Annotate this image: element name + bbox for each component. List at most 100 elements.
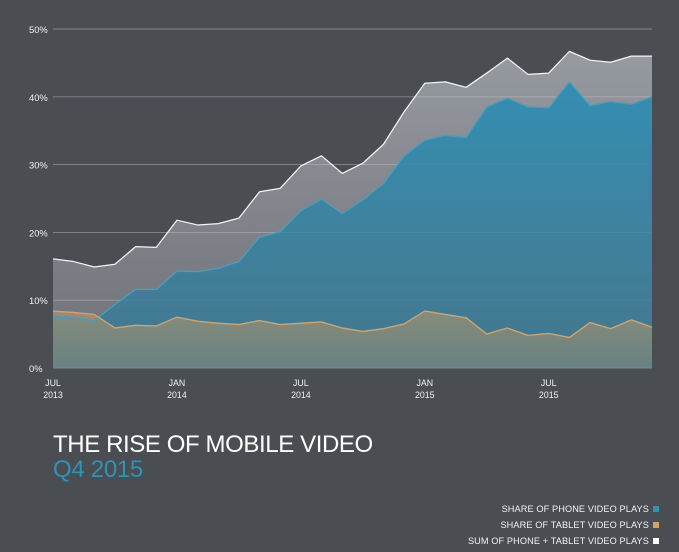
- tablet-point-26: [588, 321, 592, 325]
- phone-point-17: [402, 154, 406, 158]
- sum-point-14: [340, 172, 344, 176]
- sum-point-10: [258, 190, 262, 194]
- phone-point-0: [51, 314, 55, 318]
- x-tick-year: 2014: [291, 390, 311, 400]
- tablet-point-9: [237, 323, 241, 327]
- x-tick-month: JUL: [45, 378, 61, 388]
- phone-point-21: [485, 105, 489, 109]
- tablet-point-6: [175, 315, 179, 319]
- phone-point-4: [134, 288, 138, 292]
- phone-series-line: [52, 81, 653, 322]
- sum-point-8: [216, 222, 220, 226]
- y-tick-label-0: 0%: [29, 363, 43, 374]
- tablet-point-15: [361, 330, 365, 334]
- sum-point-19: [444, 80, 448, 84]
- tablet-point-18: [423, 309, 427, 313]
- legend-item-phone: SHARE OF PHONE VIDEO PLAYS: [468, 501, 659, 517]
- tablet-series-line: [52, 310, 653, 339]
- phone-point-14: [340, 212, 344, 216]
- phone-point-27: [609, 100, 613, 104]
- x-tick-label-jul-2013: JUL 2013: [43, 378, 63, 400]
- sum-point-3: [113, 262, 117, 266]
- phone-point-5: [154, 288, 158, 292]
- sum-series-line: [52, 50, 652, 268]
- tablet-point-11: [278, 323, 282, 327]
- sum-point-24: [547, 71, 551, 75]
- phone-point-26: [588, 104, 592, 108]
- tablet-point-0: [51, 309, 55, 313]
- tablet-point-10: [258, 319, 262, 323]
- sum-point-6: [175, 218, 179, 222]
- sum-point-27: [609, 60, 613, 64]
- phone-point-23: [526, 105, 530, 109]
- tablet-point-24: [547, 332, 551, 336]
- x-tick-year: 2013: [43, 390, 63, 400]
- phone-point-15: [361, 198, 365, 202]
- sum-point-11: [278, 187, 282, 191]
- phone-point-3: [113, 302, 117, 306]
- phone-point-10: [258, 235, 262, 239]
- tablet-point-29: [650, 326, 654, 330]
- sum-point-15: [361, 161, 365, 165]
- sum-point-2: [93, 265, 97, 269]
- sum-point-26: [588, 58, 592, 62]
- phone-point-25: [568, 80, 572, 84]
- sum-point-21: [485, 71, 489, 75]
- sum-point-28: [630, 54, 634, 58]
- phone-point-18: [423, 138, 427, 142]
- sum-point-5: [154, 246, 158, 250]
- phone-swatch: [653, 506, 659, 512]
- x-tick-label-jul-2015: JUL 2015: [539, 378, 559, 400]
- tablet-point-3: [113, 326, 117, 330]
- tablet-point-2: [93, 313, 97, 317]
- sum-point-7: [196, 223, 200, 227]
- sum-point-9: [237, 216, 241, 220]
- tablet-point-1: [72, 311, 76, 315]
- sum-point-16: [382, 142, 386, 146]
- tablet-point-20: [464, 316, 468, 320]
- sum-point-29: [650, 54, 654, 58]
- tablet-point-8: [216, 321, 220, 325]
- tablet-point-16: [382, 327, 386, 331]
- legend-item-tablet: SHARE OF TABLET VIDEO PLAYS: [468, 517, 659, 533]
- sum-point-4: [134, 245, 138, 249]
- phone-point-28: [630, 102, 634, 106]
- sum-point-1: [72, 260, 76, 264]
- sum-swatch: [653, 538, 659, 544]
- legend-label-sum: SUM OF PHONE + TABLET VIDEO PLAYS: [467, 536, 649, 546]
- tablet-point-5: [154, 324, 158, 328]
- tablet-swatch: [653, 522, 659, 528]
- legend-item-sum: SUM OF PHONE + TABLET VIDEO PLAYS: [468, 533, 659, 549]
- chart-title: THE RISE OF MOBILE VIDEO: [53, 431, 373, 458]
- phone-point-7: [196, 270, 200, 274]
- legend-label-tablet: SHARE OF TABLET VIDEO PLAYS: [500, 520, 649, 530]
- x-tick-label-jan-2014: JAN 2014: [167, 378, 187, 400]
- phone-point-22: [506, 96, 510, 100]
- x-tick-month: JAN: [169, 378, 186, 388]
- tablet-point-28: [630, 318, 634, 322]
- x-tick-month: JAN: [416, 378, 433, 388]
- tablet-point-14: [340, 326, 344, 330]
- sum-point-17: [402, 110, 406, 114]
- sum-point-23: [526, 73, 530, 77]
- y-tick-label-30: 30%: [29, 160, 48, 171]
- tablet-point-27: [609, 327, 613, 331]
- x-tick-label-jul-2014: JUL 2014: [291, 378, 311, 400]
- chart-legend: SHARE OF PHONE VIDEO PLAYS SHARE OF TABL…: [468, 501, 659, 549]
- phone-point-19: [444, 134, 448, 138]
- phone-point-20: [464, 136, 468, 140]
- phone-area: [53, 81, 652, 368]
- sum-point-13: [320, 154, 324, 158]
- sum-point-20: [464, 86, 468, 90]
- x-tick-year: 2015: [415, 390, 435, 400]
- x-tick-year: 2014: [167, 390, 187, 400]
- sum-point-0: [51, 257, 55, 261]
- title-block: THE RISE OF MOBILE VIDEO Q4 2015: [53, 431, 373, 484]
- tablet-point-19: [444, 313, 448, 317]
- tablet-point-17: [402, 322, 406, 326]
- phone-point-1: [72, 315, 76, 319]
- tablet-point-12: [299, 321, 303, 325]
- chart-subtitle: Q4 2015: [53, 456, 143, 484]
